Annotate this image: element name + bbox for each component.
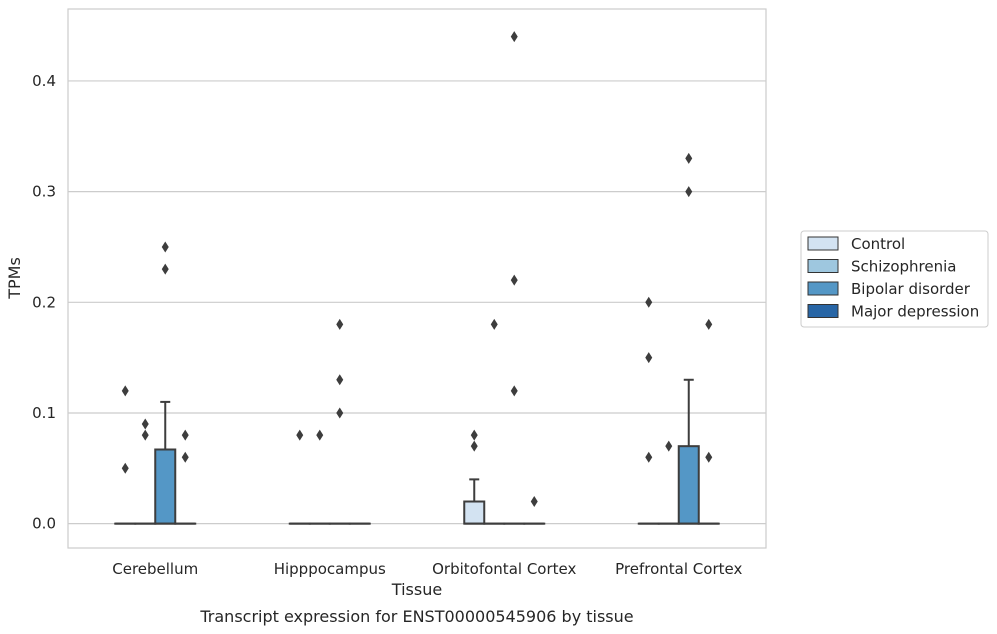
y-axis-title: TPMs: [5, 257, 24, 300]
box-plots: [115, 31, 719, 523]
box-0-3: [639, 297, 659, 524]
box-2-1: [330, 319, 350, 524]
y-tick-label: 0.1: [32, 404, 56, 422]
outlier-marker: [511, 31, 518, 42]
outlier-marker: [685, 153, 692, 164]
box-3-2: [524, 496, 544, 524]
y-tick-label: 0.0: [32, 515, 56, 533]
outlier-marker: [685, 186, 692, 197]
box-1-0: [135, 419, 155, 524]
legend-label: Schizophrenia: [851, 258, 956, 276]
legend-swatch: [808, 282, 838, 295]
x-tick-label: Orbitofontal Cortex: [432, 560, 576, 578]
box-body: [464, 502, 484, 524]
box-0-0: [115, 385, 135, 523]
y-tick-label: 0.3: [32, 183, 56, 201]
outlier-marker: [645, 352, 652, 363]
box-0-2: [464, 430, 484, 524]
chart: 0.0 0.1 0.2 0.3 0.4 Cerebellum Hipppocampus Or…: [0, 0, 997, 634]
x-axis-title: Tissue: [391, 580, 442, 599]
outlier-marker: [705, 452, 712, 463]
outlier-marker: [336, 319, 343, 330]
outlier-marker: [665, 441, 672, 452]
outlier-marker: [162, 264, 169, 275]
legend-swatch: [808, 260, 838, 273]
x-tick-label: Prefrontal Cortex: [615, 560, 742, 578]
box-1-3: [659, 441, 679, 524]
x-tick-label: Cerebellum: [112, 560, 198, 578]
outlier-marker: [645, 452, 652, 463]
outlier-marker: [531, 496, 538, 507]
legend-swatch: [808, 237, 838, 250]
x-tick-label: Hipppocampus: [274, 560, 386, 578]
outlier-marker: [491, 319, 498, 330]
chart-caption: Transcript expression for ENST0000054590…: [199, 607, 633, 626]
outlier-marker: [471, 441, 478, 452]
outlier-marker: [296, 430, 303, 441]
outlier-marker: [471, 430, 478, 441]
box-3-3: [699, 319, 719, 524]
y-tick-label: 0.4: [32, 72, 56, 90]
outlier-marker: [336, 407, 343, 418]
legend-label: Control: [851, 235, 905, 253]
outlier-marker: [645, 297, 652, 308]
outlier-marker: [162, 241, 169, 252]
y-tick-label: 0.2: [32, 293, 56, 311]
outlier-marker: [511, 385, 518, 396]
outlier-marker: [142, 430, 149, 441]
box-3-0: [175, 430, 195, 524]
outlier-marker: [705, 319, 712, 330]
outlier-marker: [182, 430, 189, 441]
outlier-marker: [182, 452, 189, 463]
box-2-2: [504, 31, 524, 523]
outlier-marker: [122, 463, 129, 474]
legend-swatch: [808, 305, 838, 318]
legend: Control Schizophrenia Bipolar disorder Majo…: [801, 231, 988, 327]
outlier-marker: [511, 275, 518, 286]
outlier-marker: [316, 430, 323, 441]
outlier-marker: [122, 385, 129, 396]
box-body: [679, 446, 699, 523]
x-tick-labels: Cerebellum Hipppocampus Orbitofontal Corte…: [112, 560, 742, 578]
box-2-0: [155, 241, 175, 523]
outlier-marker: [142, 419, 149, 430]
box-body: [155, 449, 175, 523]
y-tick-labels: 0.0 0.1 0.2 0.3 0.4: [32, 72, 56, 533]
legend-label: Major depression: [851, 303, 979, 321]
box-2-3: [679, 153, 699, 524]
box-0-1: [290, 430, 310, 524]
box-1-2: [484, 319, 504, 524]
legend-label: Bipolar disorder: [851, 280, 971, 298]
box-1-1: [310, 430, 330, 524]
outlier-marker: [336, 374, 343, 385]
